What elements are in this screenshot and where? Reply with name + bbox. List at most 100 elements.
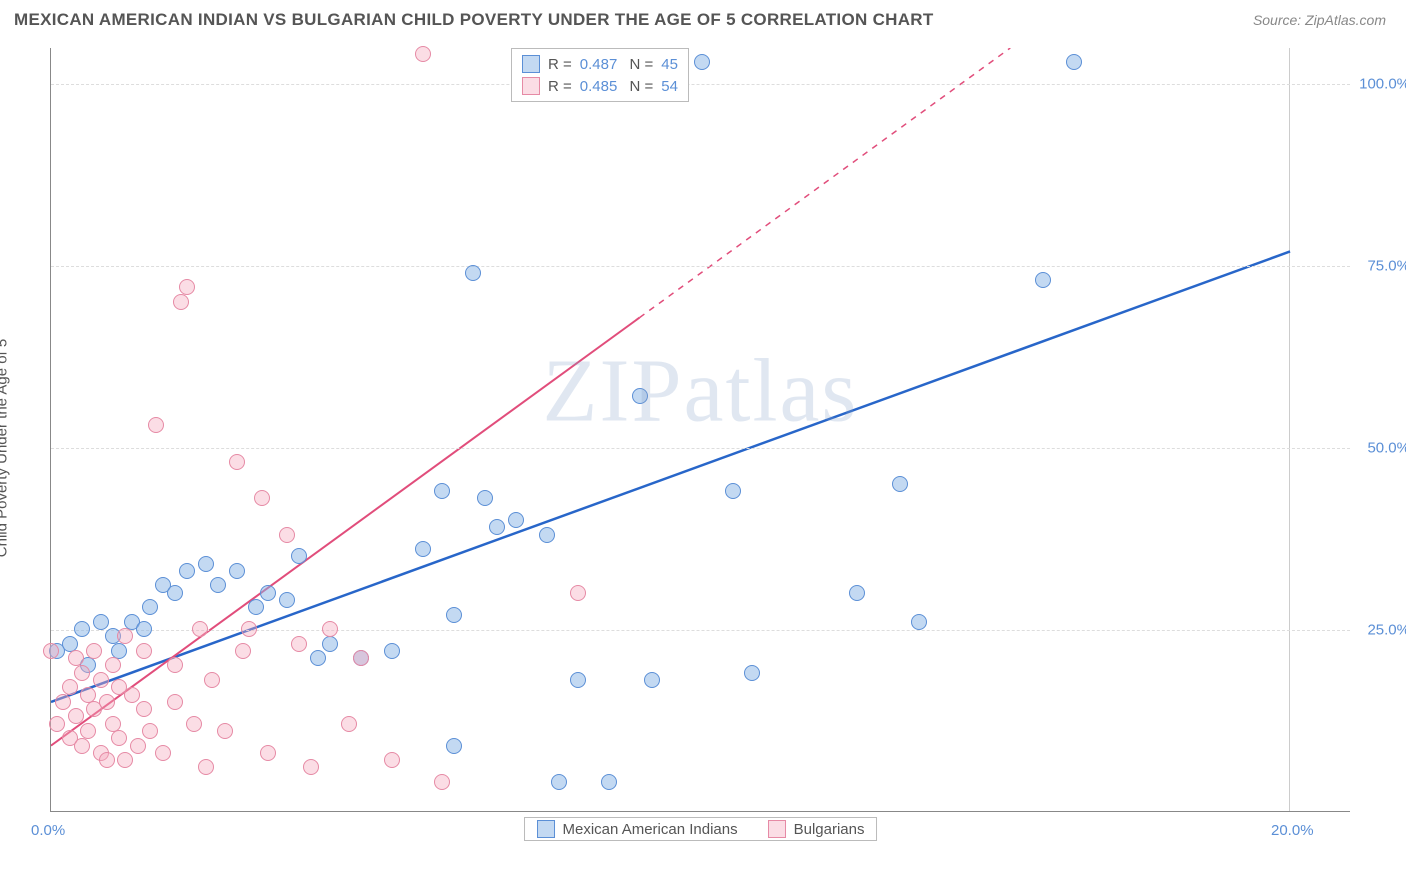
legend-label-blue: Mexican American Indians (563, 821, 738, 838)
scatter-point-blue (291, 548, 307, 564)
scatter-point-pink (570, 585, 586, 601)
plot-area: ZIPatlas R = 0.487 N = 45 R = 0.485 N = … (50, 48, 1350, 812)
scatter-point-blue (167, 585, 183, 601)
scatter-point-pink (303, 759, 319, 775)
stats-row-pink: R = 0.485 N = 54 (522, 75, 678, 97)
scatter-point-pink (167, 694, 183, 710)
scatter-point-blue (415, 541, 431, 557)
scatter-point-blue (384, 643, 400, 659)
scatter-point-pink (384, 752, 400, 768)
scatter-point-blue (632, 388, 648, 404)
scatter-point-pink (117, 628, 133, 644)
scatter-point-pink (260, 745, 276, 761)
scatter-point-pink (434, 774, 450, 790)
scatter-point-blue (508, 512, 524, 528)
stats-row-blue: R = 0.487 N = 45 (522, 53, 678, 75)
scatter-point-blue (210, 577, 226, 593)
scatter-point-blue (892, 476, 908, 492)
scatter-point-pink (99, 694, 115, 710)
scatter-point-blue (229, 563, 245, 579)
scatter-point-pink (49, 716, 65, 732)
scatter-point-blue (279, 592, 295, 608)
scatter-point-pink (229, 454, 245, 470)
scatter-point-pink (167, 657, 183, 673)
scatter-point-pink (105, 657, 121, 673)
y-tick-label: 25.0% (1367, 622, 1406, 639)
swatch-pink-icon (768, 820, 786, 838)
y-tick-label: 50.0% (1367, 440, 1406, 457)
scatter-point-pink (254, 490, 270, 506)
gridline (51, 84, 1350, 85)
scatter-point-pink (117, 752, 133, 768)
scatter-point-pink (353, 650, 369, 666)
scatter-point-blue (179, 563, 195, 579)
scatter-point-pink (130, 738, 146, 754)
scatter-point-pink (415, 46, 431, 62)
stats-legend-box: R = 0.487 N = 45 R = 0.485 N = 54 (511, 48, 689, 102)
scatter-point-pink (204, 672, 220, 688)
scatter-point-pink (55, 694, 71, 710)
x-tick-label: 20.0% (1271, 822, 1314, 839)
scatter-point-pink (173, 294, 189, 310)
scatter-point-pink (291, 636, 307, 652)
scatter-point-blue (1066, 54, 1082, 70)
scatter-point-pink (235, 643, 251, 659)
scatter-point-blue (725, 483, 741, 499)
scatter-point-blue (477, 490, 493, 506)
scatter-point-blue (539, 527, 555, 543)
n-value-blue: 45 (661, 56, 678, 73)
scatter-point-pink (136, 643, 152, 659)
scatter-point-blue (694, 54, 710, 70)
watermark: ZIPatlas (543, 340, 859, 443)
scatter-point-blue (74, 621, 90, 637)
scatter-point-blue (260, 585, 276, 601)
swatch-blue-icon (537, 820, 555, 838)
y-tick-label: 100.0% (1359, 76, 1406, 93)
scatter-point-pink (148, 417, 164, 433)
source-attribution: Source: ZipAtlas.com (1253, 12, 1386, 28)
chart-title: MEXICAN AMERICAN INDIAN VS BULGARIAN CHI… (14, 10, 934, 30)
scatter-point-pink (99, 752, 115, 768)
scatter-point-blue (446, 738, 462, 754)
scatter-point-pink (217, 723, 233, 739)
scatter-point-pink (322, 621, 338, 637)
scatter-point-pink (142, 723, 158, 739)
r-value-pink: 0.485 (580, 78, 618, 95)
bottom-legend: Mexican American Indians Bulgarians (524, 817, 878, 841)
x-tick-label: 0.0% (31, 822, 65, 839)
scatter-point-blue (142, 599, 158, 615)
scatter-point-blue (93, 614, 109, 630)
swatch-pink-icon (522, 77, 540, 95)
scatter-point-blue (551, 774, 567, 790)
header: MEXICAN AMERICAN INDIAN VS BULGARIAN CHI… (0, 0, 1406, 38)
n-label: N = (625, 78, 653, 95)
scatter-point-blue (465, 265, 481, 281)
scatter-point-pink (124, 687, 140, 703)
scatter-point-pink (111, 730, 127, 746)
scatter-point-blue (198, 556, 214, 572)
gridline (51, 266, 1350, 267)
r-value-blue: 0.487 (580, 56, 618, 73)
scatter-point-blue (1035, 272, 1051, 288)
scatter-point-pink (68, 708, 84, 724)
gridline (51, 448, 1350, 449)
scatter-point-pink (136, 701, 152, 717)
scatter-point-pink (198, 759, 214, 775)
scatter-point-pink (86, 643, 102, 659)
scatter-point-blue (248, 599, 264, 615)
n-value-pink: 54 (661, 78, 678, 95)
scatter-point-blue (434, 483, 450, 499)
scatter-point-blue (136, 621, 152, 637)
scatter-point-pink (80, 723, 96, 739)
legend-item-blue: Mexican American Indians (537, 820, 738, 838)
scatter-point-pink (179, 279, 195, 295)
scatter-point-pink (62, 679, 78, 695)
scatter-point-pink (43, 643, 59, 659)
scatter-point-blue (570, 672, 586, 688)
scatter-point-pink (155, 745, 171, 761)
r-label: R = (548, 78, 572, 95)
scatter-point-blue (601, 774, 617, 790)
scatter-point-pink (74, 665, 90, 681)
scatter-point-pink (192, 621, 208, 637)
right-axis-line (1289, 48, 1290, 811)
